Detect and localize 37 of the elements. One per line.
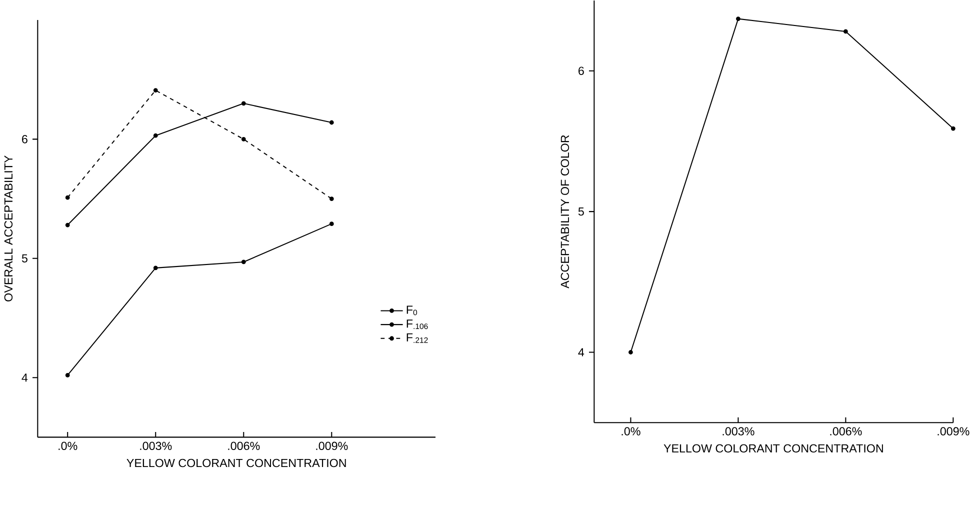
- x-axis-title: YELLOW COLORANT CONCENTRATION: [664, 444, 883, 452]
- x-tick-label: .003%: [722, 427, 754, 436]
- legend-label: F$_{.106}$: [406, 319, 428, 329]
- point: [329, 120, 334, 125]
- point: [329, 196, 334, 201]
- x-tick-label: .009%: [938, 427, 970, 436]
- point: [241, 260, 246, 264]
- point: [153, 266, 158, 270]
- point: [65, 222, 70, 228]
- x-tick-label: .0%: [622, 427, 640, 436]
- x-tick-label: .003%: [140, 442, 172, 450]
- x-tick-label: .009%: [316, 442, 348, 450]
- point: [65, 195, 70, 200]
- x-tick-label: .006%: [830, 427, 862, 436]
- y-tick-label: 5: [578, 207, 584, 216]
- x-tick-label: .006%: [228, 442, 260, 450]
- point: [843, 29, 848, 34]
- point: [153, 88, 158, 92]
- x-axis-title: YELLOW COLORANT CONCENTRATION: [126, 458, 346, 468]
- point: [65, 372, 70, 378]
- x-tick-label: .0%: [58, 442, 78, 450]
- point: [329, 221, 334, 226]
- y-tick-label: 6: [22, 134, 28, 144]
- y-tick-label: 5: [22, 254, 28, 262]
- y-tick-label: 4: [22, 373, 28, 382]
- point: [153, 133, 158, 138]
- y-axis-title: OVERALL ACCEPTABILITY: [4, 155, 13, 302]
- legend-label: F$_{0}$: [406, 306, 418, 316]
- point: [736, 16, 740, 21]
- legend-label: F$_{.212}$: [406, 333, 428, 343]
- y-tick-label: 4: [578, 348, 584, 356]
- y-axis-title: ACCEPTABILITY OF COLOR: [560, 135, 570, 288]
- point: [241, 136, 246, 142]
- point: [950, 126, 956, 131]
- point: [241, 101, 246, 106]
- y-tick-label: 6: [578, 66, 584, 75]
- point: [628, 350, 633, 354]
